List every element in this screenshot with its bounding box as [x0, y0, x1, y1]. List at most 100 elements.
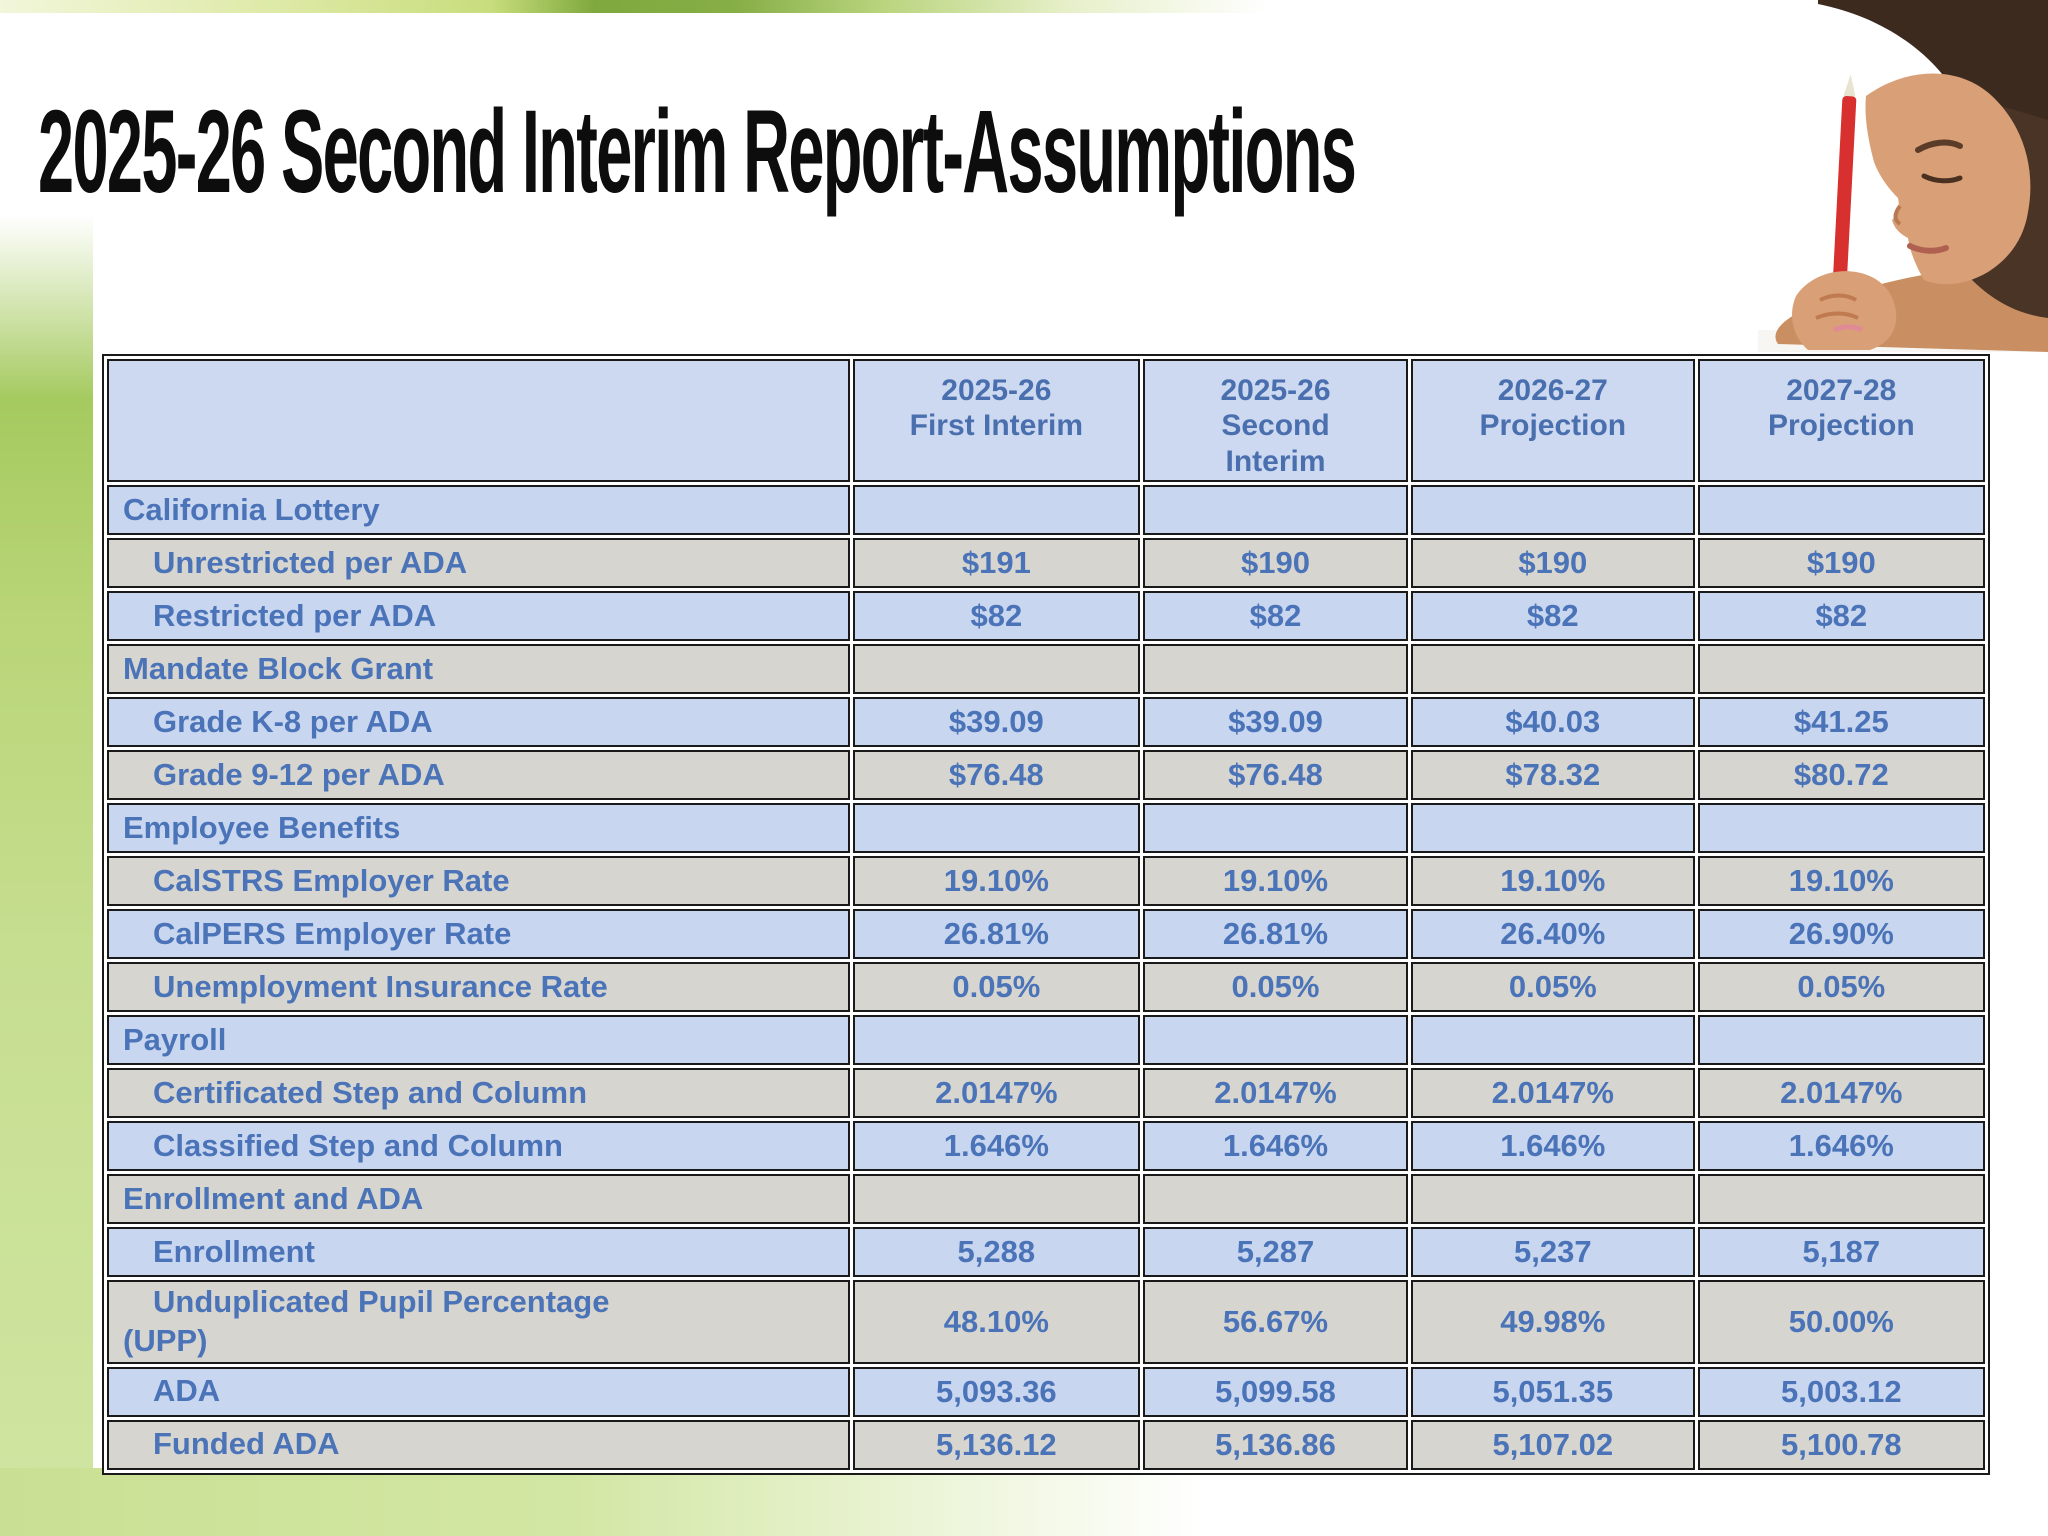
cell-value: 5,136.86 — [1143, 1419, 1408, 1470]
assumptions-table: 2025-26 First Interim 2025-26 Second Int… — [102, 354, 1990, 1475]
table-row: Unduplicated Pupil Percentage (UPP) 48.10… — [107, 1280, 1985, 1364]
table-row: Employee Benefits — [107, 803, 1985, 854]
cell-value: 1.646% — [1143, 1121, 1408, 1172]
table-row: Mandate Block Grant — [107, 644, 1985, 695]
cell-value — [1697, 485, 1985, 536]
cell-value: 1.646% — [1410, 1121, 1695, 1172]
slide-title: 2025-26 Second Interim Report-Assumption… — [38, 86, 1357, 218]
cell-value: 26.81% — [852, 909, 1141, 960]
cell-value: 19.10% — [852, 856, 1141, 907]
cell-value — [1697, 1015, 1985, 1066]
table-row: CalSTRS Employer Rate 19.10% 19.10% 19.10% 1… — [107, 856, 1985, 907]
table-row: California Lottery — [107, 485, 1985, 536]
cell-value — [1410, 1015, 1695, 1066]
cell-value — [852, 485, 1141, 536]
cell-value: 5,187 — [1697, 1227, 1985, 1278]
cell-value: 56.67% — [1143, 1280, 1408, 1364]
cell-value: 5,003.12 — [1697, 1366, 1985, 1417]
cell-value: 5,051.35 — [1410, 1366, 1695, 1417]
cell-value: 26.81% — [1143, 909, 1408, 960]
cell-value: $82 — [852, 591, 1141, 642]
table-row: Grade 9-12 per ADA $76.48 $76.48 $78.32 $80.… — [107, 750, 1985, 801]
cell-value — [1410, 644, 1695, 695]
row-label: CalPERS Employer Rate — [107, 909, 850, 960]
cell-value — [1697, 1174, 1985, 1225]
cell-value — [1143, 644, 1408, 695]
cell-value: $76.48 — [852, 750, 1141, 801]
row-label: Mandate Block Grant — [107, 644, 850, 695]
header-row: 2025-26 First Interim 2025-26 Second Int… — [107, 359, 1985, 483]
cell-value: $40.03 — [1410, 697, 1695, 748]
cell-value: 2.0147% — [1410, 1068, 1695, 1119]
cell-value: 19.10% — [1410, 856, 1695, 907]
cell-value: 49.98% — [1410, 1280, 1695, 1364]
cell-value: $76.48 — [1143, 750, 1408, 801]
row-label: Certificated Step and Column — [107, 1068, 850, 1119]
cell-value: $191 — [852, 538, 1141, 589]
cell-value: 5,099.58 — [1143, 1366, 1408, 1417]
cell-value — [1410, 803, 1695, 854]
cell-value: $82 — [1697, 591, 1985, 642]
table-row: CalPERS Employer Rate 26.81% 26.81% 26.40% 2… — [107, 909, 1985, 960]
table-body: California Lottery Unrestricted per ADA $1… — [107, 485, 1985, 1470]
cell-value — [1143, 1015, 1408, 1066]
row-label: Classified Step and Column — [107, 1121, 850, 1172]
cell-value: $190 — [1697, 538, 1985, 589]
cell-value: 1.646% — [852, 1121, 1141, 1172]
cell-value: 0.05% — [1410, 962, 1695, 1013]
row-label: Unemployment Insurance Rate — [107, 962, 850, 1013]
table-row: Classified Step and Column 1.646% 1.646% 1.… — [107, 1121, 1985, 1172]
cell-value: 2.0147% — [852, 1068, 1141, 1119]
table-row: ADA 5,093.36 5,099.58 5,051.35 5,003.12 — [107, 1366, 1985, 1417]
row-label: Employee Benefits — [107, 803, 850, 854]
cell-value: 5,287 — [1143, 1227, 1408, 1278]
column-header-2026-27-projection: 2026-27 Projection — [1410, 359, 1695, 483]
cell-value: 19.10% — [1697, 856, 1985, 907]
cell-value: 48.10% — [852, 1280, 1141, 1364]
cell-value: 2.0147% — [1697, 1068, 1985, 1119]
row-label: ADA — [107, 1366, 850, 1417]
cell-value: 5,100.78 — [1697, 1419, 1985, 1470]
row-label: Unrestricted per ADA — [107, 538, 850, 589]
row-label: California Lottery — [107, 485, 850, 536]
cell-value: $78.32 — [1410, 750, 1695, 801]
cell-value — [852, 1174, 1141, 1225]
cell-value: 5,093.36 — [852, 1366, 1141, 1417]
cell-value: $190 — [1410, 538, 1695, 589]
left-accent-strip — [0, 0, 93, 1536]
row-label: Unduplicated Pupil Percentage (UPP) — [107, 1280, 850, 1364]
cell-value — [1410, 485, 1695, 536]
table-row: Unrestricted per ADA $191 $190 $190 $190 — [107, 538, 1985, 589]
table-row: Enrollment 5,288 5,287 5,237 5,187 — [107, 1227, 1985, 1278]
column-header-second-interim: 2025-26 Second Interim — [1143, 359, 1408, 483]
cell-value: 5,136.12 — [852, 1419, 1141, 1470]
column-header-2027-28-projection: 2027-28 Projection — [1697, 359, 1985, 483]
cell-value — [1410, 1174, 1695, 1225]
cell-value: 19.10% — [1143, 856, 1408, 907]
row-label: Grade 9-12 per ADA — [107, 750, 850, 801]
table-row: Restricted per ADA $82 $82 $82 $82 — [107, 591, 1985, 642]
row-label: Payroll — [107, 1015, 850, 1066]
cell-value: 5,107.02 — [1410, 1419, 1695, 1470]
cell-value: $190 — [1143, 538, 1408, 589]
table-row: Certificated Step and Column 2.0147% 2.014… — [107, 1068, 1985, 1119]
cell-value: $39.09 — [1143, 697, 1408, 748]
cell-value — [1697, 803, 1985, 854]
table-row: Grade K-8 per ADA $39.09 $39.09 $40.03 $41.2… — [107, 697, 1985, 748]
cell-value: $80.72 — [1697, 750, 1985, 801]
cell-value: $41.25 — [1697, 697, 1985, 748]
table-row: Enrollment and ADA — [107, 1174, 1985, 1225]
column-header-first-interim: 2025-26 First Interim — [852, 359, 1141, 483]
row-label: Restricted per ADA — [107, 591, 850, 642]
cell-value: 1.646% — [1697, 1121, 1985, 1172]
corner-cell — [107, 359, 850, 483]
cell-value: $82 — [1143, 591, 1408, 642]
cell-value: $82 — [1410, 591, 1695, 642]
row-label: Funded ADA — [107, 1419, 850, 1470]
cell-value: 0.05% — [1697, 962, 1985, 1013]
cell-value: 0.05% — [852, 962, 1141, 1013]
cell-value: 0.05% — [1143, 962, 1408, 1013]
row-label: Grade K-8 per ADA — [107, 697, 850, 748]
row-label: CalSTRS Employer Rate — [107, 856, 850, 907]
